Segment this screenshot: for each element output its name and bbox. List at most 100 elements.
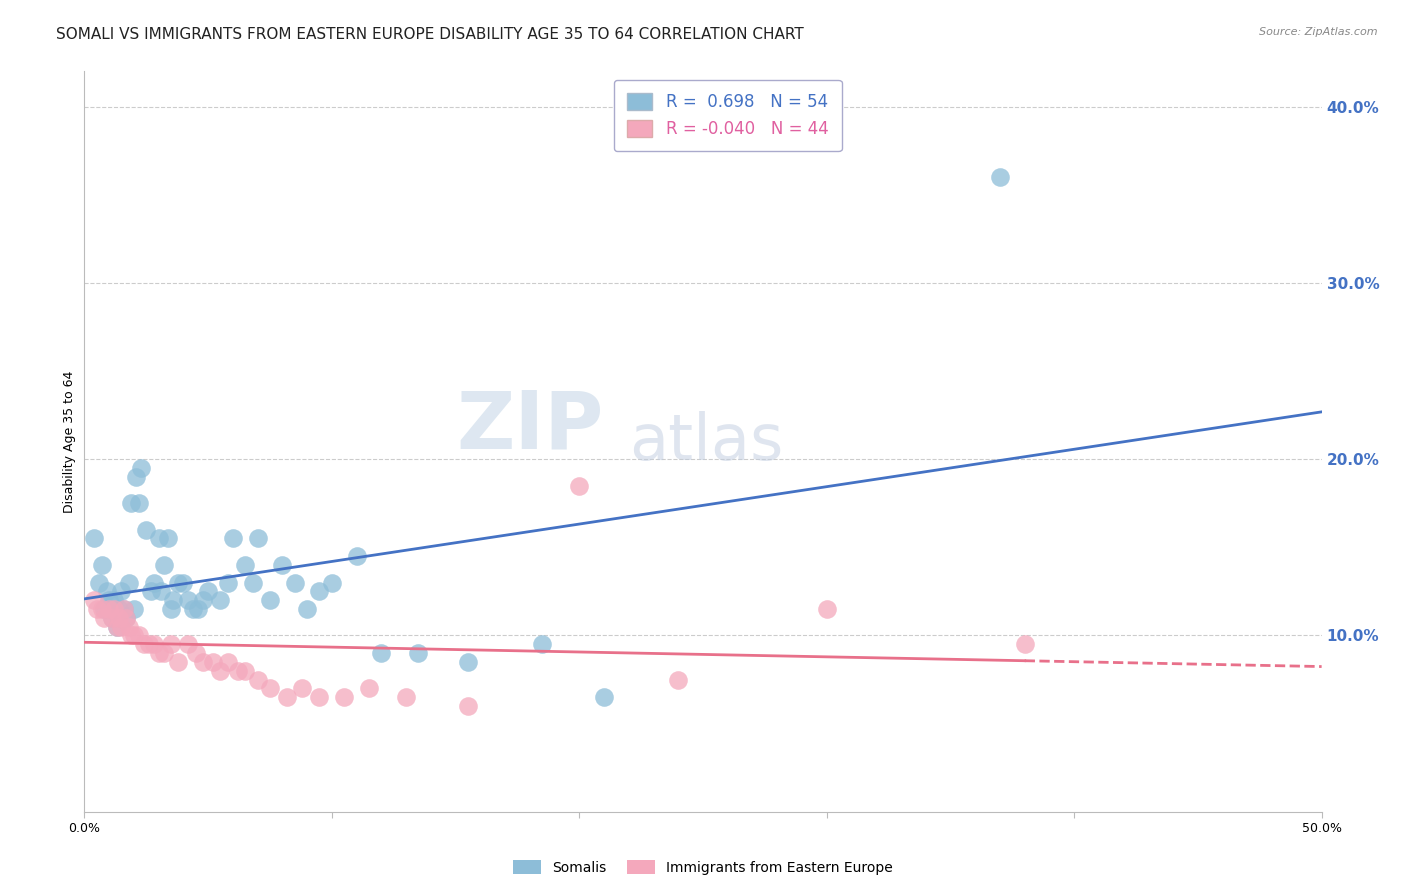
Text: ZIP: ZIP xyxy=(457,388,605,466)
Point xyxy=(129,461,152,475)
Point xyxy=(89,575,111,590)
Point xyxy=(118,575,141,590)
Point xyxy=(157,532,180,546)
Point xyxy=(291,681,314,696)
Point xyxy=(105,619,128,633)
Point xyxy=(568,478,591,492)
Point xyxy=(181,602,204,616)
Point xyxy=(370,646,392,660)
Point xyxy=(142,575,165,590)
Point xyxy=(187,602,209,616)
Point xyxy=(110,584,132,599)
Point xyxy=(148,646,170,660)
Point xyxy=(120,628,142,642)
Point xyxy=(86,602,108,616)
Point xyxy=(98,593,121,607)
Point xyxy=(172,575,194,590)
Point xyxy=(217,655,239,669)
Point xyxy=(118,619,141,633)
Point xyxy=(142,637,165,651)
Point xyxy=(191,593,214,607)
Point xyxy=(191,655,214,669)
Point xyxy=(259,593,281,607)
Point xyxy=(457,698,479,713)
Point xyxy=(112,602,135,616)
Point xyxy=(108,602,131,616)
Point xyxy=(284,575,307,590)
Point xyxy=(100,611,122,625)
Point xyxy=(120,496,142,510)
Point xyxy=(122,602,145,616)
Point xyxy=(141,584,163,599)
Point xyxy=(132,637,155,651)
Point xyxy=(242,575,264,590)
Point xyxy=(150,584,173,599)
Point xyxy=(271,558,294,572)
Point xyxy=(233,664,256,678)
Point xyxy=(321,575,343,590)
Point xyxy=(222,532,245,546)
Point xyxy=(103,593,125,607)
Point xyxy=(128,628,150,642)
Point xyxy=(98,602,121,616)
Point xyxy=(357,681,380,696)
Text: atlas: atlas xyxy=(628,410,783,473)
Legend: Somalis, Immigrants from Eastern Europe: Somalis, Immigrants from Eastern Europe xyxy=(508,855,898,880)
Point xyxy=(308,690,330,705)
Point xyxy=(138,637,160,651)
Point xyxy=(108,611,131,625)
Point xyxy=(115,611,138,625)
Point xyxy=(96,584,118,599)
Point xyxy=(593,690,616,705)
Point xyxy=(100,611,122,625)
Point xyxy=(105,619,128,633)
Point xyxy=(135,523,157,537)
Point xyxy=(217,575,239,590)
Point xyxy=(531,637,554,651)
Point xyxy=(83,532,105,546)
Point xyxy=(160,602,183,616)
Point xyxy=(90,558,112,572)
Point xyxy=(93,602,115,616)
Point xyxy=(246,532,269,546)
Legend: R =  0.698   N = 54, R = -0.040   N = 44: R = 0.698 N = 54, R = -0.040 N = 44 xyxy=(614,79,842,151)
Point xyxy=(125,470,148,484)
Point xyxy=(209,593,232,607)
Point xyxy=(177,593,200,607)
Point xyxy=(308,584,330,599)
Point xyxy=(815,602,838,616)
Point xyxy=(666,673,689,687)
Point xyxy=(90,602,112,616)
Point xyxy=(408,646,430,660)
Point xyxy=(259,681,281,696)
Point xyxy=(115,611,138,625)
Point xyxy=(209,664,232,678)
Point xyxy=(162,593,184,607)
Point xyxy=(148,532,170,546)
Point xyxy=(295,602,318,616)
Point xyxy=(177,637,200,651)
Point xyxy=(346,549,368,563)
Point xyxy=(152,646,174,660)
Point xyxy=(184,646,207,660)
Point xyxy=(333,690,356,705)
Point xyxy=(197,584,219,599)
Point xyxy=(988,170,1011,185)
Point xyxy=(167,655,190,669)
Point xyxy=(246,673,269,687)
Point xyxy=(103,602,125,616)
Point xyxy=(122,628,145,642)
Point xyxy=(128,496,150,510)
Y-axis label: Disability Age 35 to 64: Disability Age 35 to 64 xyxy=(63,370,76,513)
Point xyxy=(276,690,298,705)
Point xyxy=(1014,637,1036,651)
Point xyxy=(395,690,418,705)
Text: SOMALI VS IMMIGRANTS FROM EASTERN EUROPE DISABILITY AGE 35 TO 64 CORRELATION CHA: SOMALI VS IMMIGRANTS FROM EASTERN EUROPE… xyxy=(56,27,804,42)
Point xyxy=(160,637,183,651)
Point xyxy=(226,664,249,678)
Point xyxy=(233,558,256,572)
Point xyxy=(93,611,115,625)
Point xyxy=(152,558,174,572)
Point xyxy=(457,655,479,669)
Text: Source: ZipAtlas.com: Source: ZipAtlas.com xyxy=(1260,27,1378,37)
